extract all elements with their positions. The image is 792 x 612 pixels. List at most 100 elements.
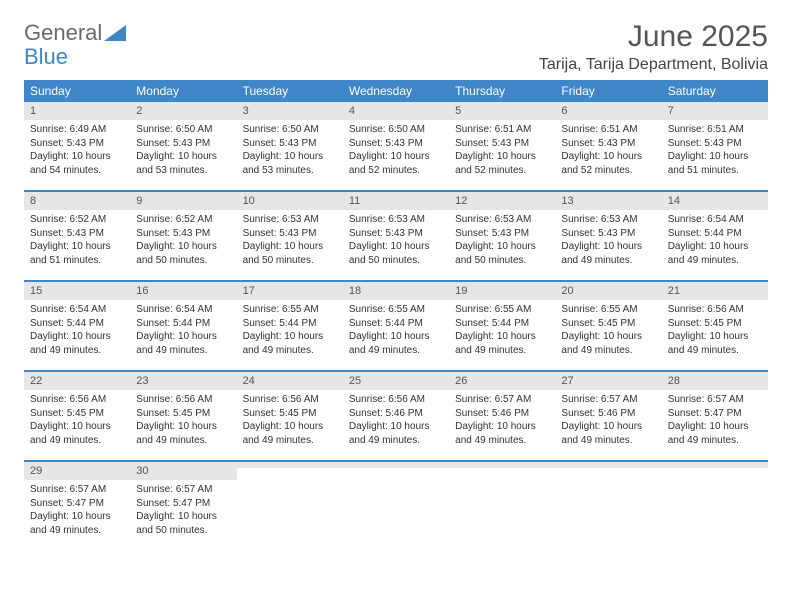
day-cell: 3Sunrise: 6:50 AMSunset: 5:43 PMDaylight… xyxy=(237,102,343,190)
sunset-text: Sunset: 5:45 PM xyxy=(668,317,762,331)
daylight-text: Daylight: 10 hours and 50 minutes. xyxy=(136,510,230,537)
sunrise-text: Sunrise: 6:53 AM xyxy=(243,213,337,227)
day-body xyxy=(343,468,449,528)
day-cell: 12Sunrise: 6:53 AMSunset: 5:43 PMDayligh… xyxy=(449,192,555,280)
sunset-text: Sunset: 5:43 PM xyxy=(455,137,549,151)
day-cell: 26Sunrise: 6:57 AMSunset: 5:46 PMDayligh… xyxy=(449,372,555,460)
daylight-text: Daylight: 10 hours and 51 minutes. xyxy=(30,240,124,267)
sunset-text: Sunset: 5:45 PM xyxy=(243,407,337,421)
sunrise-text: Sunrise: 6:53 AM xyxy=(561,213,655,227)
sunset-text: Sunset: 5:43 PM xyxy=(30,137,124,151)
week-row: 22Sunrise: 6:56 AMSunset: 5:45 PMDayligh… xyxy=(24,372,768,462)
day-number: 15 xyxy=(24,282,130,300)
sunset-text: Sunset: 5:44 PM xyxy=(668,227,762,241)
day-body: Sunrise: 6:57 AMSunset: 5:47 PMDaylight:… xyxy=(130,480,236,543)
day-body: Sunrise: 6:55 AMSunset: 5:44 PMDaylight:… xyxy=(237,300,343,363)
day-body xyxy=(555,468,661,528)
day-number: 18 xyxy=(343,282,449,300)
title-block: June 2025 Tarija, Tarija Department, Bol… xyxy=(539,20,768,74)
sunrise-text: Sunrise: 6:50 AM xyxy=(349,123,443,137)
sunset-text: Sunset: 5:44 PM xyxy=(30,317,124,331)
sunset-text: Sunset: 5:43 PM xyxy=(668,137,762,151)
sunset-text: Sunset: 5:45 PM xyxy=(30,407,124,421)
day-number: 13 xyxy=(555,192,661,210)
day-cell xyxy=(555,462,661,550)
sunset-text: Sunset: 5:43 PM xyxy=(243,137,337,151)
day-number: 17 xyxy=(237,282,343,300)
day-number: 4 xyxy=(343,102,449,120)
day-cell: 16Sunrise: 6:54 AMSunset: 5:44 PMDayligh… xyxy=(130,282,236,370)
day-body: Sunrise: 6:54 AMSunset: 5:44 PMDaylight:… xyxy=(662,210,768,273)
day-cell: 5Sunrise: 6:51 AMSunset: 5:43 PMDaylight… xyxy=(449,102,555,190)
day-number: 23 xyxy=(130,372,236,390)
day-number: 22 xyxy=(24,372,130,390)
day-cell: 19Sunrise: 6:55 AMSunset: 5:44 PMDayligh… xyxy=(449,282,555,370)
daylight-text: Daylight: 10 hours and 49 minutes. xyxy=(136,330,230,357)
day-cell: 20Sunrise: 6:55 AMSunset: 5:45 PMDayligh… xyxy=(555,282,661,370)
day-body: Sunrise: 6:50 AMSunset: 5:43 PMDaylight:… xyxy=(130,120,236,183)
day-cell: 15Sunrise: 6:54 AMSunset: 5:44 PMDayligh… xyxy=(24,282,130,370)
week-row: 15 Sunrise: 6:54 AM Sunset: 5:44 PM Dayligh… xyxy=(24,282,768,372)
day-cell: 13Sunrise: 6:53 AMSunset: 5:43 PMDayligh… xyxy=(555,192,661,280)
day-number: 20 xyxy=(555,282,661,300)
sunset-text: Sunset: 5:44 PM xyxy=(349,317,443,331)
sunrise-text: Sunrise: 6:55 AM xyxy=(349,303,443,317)
day-header: Wednesday xyxy=(343,80,449,102)
sunset-text: Sunset: 5:43 PM xyxy=(243,227,337,241)
day-header: Monday xyxy=(130,80,236,102)
sunrise-text: Sunrise: 6:56 AM xyxy=(243,393,337,407)
day-body: Sunrise: 6:51 AMSunset: 5:43 PMDaylight:… xyxy=(555,120,661,183)
daylight-text: Daylight: 10 hours and 49 minutes. xyxy=(668,330,762,357)
day-number: 2 xyxy=(130,102,236,120)
daylight-text: Daylight: 10 hours and 51 minutes. xyxy=(668,150,762,177)
sunrise-text: Sunrise: 6:56 AM xyxy=(30,393,124,407)
day-number: 30 xyxy=(130,462,236,480)
daylight-text: Daylight: 10 hours and 49 minutes. xyxy=(30,510,124,537)
day-cell xyxy=(449,462,555,550)
day-cell: 6Sunrise: 6:51 AMSunset: 5:43 PMDaylight… xyxy=(555,102,661,190)
day-number: 21 xyxy=(662,282,768,300)
sunrise-text: Sunrise: 6:57 AM xyxy=(30,483,124,497)
day-body: Sunrise: 6:56 AMSunset: 5:45 PMDaylight:… xyxy=(24,390,130,453)
sunrise-text: Sunrise: 6:54 AM xyxy=(136,303,230,317)
day-cell: 29Sunrise: 6:57 AMSunset: 5:47 PMDayligh… xyxy=(24,462,130,550)
sunrise-text: Sunrise: 6:56 AM xyxy=(136,393,230,407)
day-number: 7 xyxy=(662,102,768,120)
daylight-text: Daylight: 10 hours and 49 minutes. xyxy=(30,420,124,447)
day-number: 26 xyxy=(449,372,555,390)
day-cell: 9Sunrise: 6:52 AMSunset: 5:43 PMDaylight… xyxy=(130,192,236,280)
month-title: June 2025 xyxy=(539,20,768,54)
day-body: Sunrise: 6:53 AMSunset: 5:43 PMDaylight:… xyxy=(237,210,343,273)
day-body: Sunrise: 6:55 AMSunset: 5:44 PMDaylight:… xyxy=(343,300,449,363)
logo-text-b: Blue xyxy=(24,44,68,70)
daylight-text: Daylight: 10 hours and 49 minutes. xyxy=(243,420,337,447)
daylight-text: Daylight: 10 hours and 49 minutes. xyxy=(561,240,655,267)
day-number: 9 xyxy=(130,192,236,210)
sunset-text: Sunset: 5:43 PM xyxy=(561,227,655,241)
day-body: Sunrise: 6:53 AMSunset: 5:43 PMDaylight:… xyxy=(555,210,661,273)
day-body: Sunrise: 6:57 AMSunset: 5:47 PMDaylight:… xyxy=(24,480,130,543)
day-header: Sunday xyxy=(24,80,130,102)
day-body: Sunrise: 6:50 AMSunset: 5:43 PMDaylight:… xyxy=(237,120,343,183)
day-body: Sunrise: 6:56 AMSunset: 5:46 PMDaylight:… xyxy=(343,390,449,453)
sunset-text: Sunset: 5:46 PM xyxy=(561,407,655,421)
day-cell: 21Sunrise: 6:56 AMSunset: 5:45 PMDayligh… xyxy=(662,282,768,370)
day-body: Sunrise: 6:49 AMSunset: 5:43 PMDaylight:… xyxy=(24,120,130,183)
day-cell: 1Sunrise: 6:49 AMSunset: 5:43 PMDaylight… xyxy=(24,102,130,190)
day-cell: 25Sunrise: 6:56 AMSunset: 5:46 PMDayligh… xyxy=(343,372,449,460)
day-number: 16 xyxy=(130,282,236,300)
sunset-text: Sunset: 5:46 PM xyxy=(455,407,549,421)
logo-triangle-icon xyxy=(104,25,126,41)
daylight-text: Daylight: 10 hours and 52 minutes. xyxy=(455,150,549,177)
sunset-text: Sunset: 5:45 PM xyxy=(136,407,230,421)
day-number: 19 xyxy=(449,282,555,300)
day-body: Sunrise: 6:55 AMSunset: 5:44 PMDaylight:… xyxy=(449,300,555,363)
day-cell: 8Sunrise: 6:52 AMSunset: 5:43 PMDaylight… xyxy=(24,192,130,280)
sunset-text: Sunset: 5:43 PM xyxy=(561,137,655,151)
day-cell: 7Sunrise: 6:51 AMSunset: 5:43 PMDaylight… xyxy=(662,102,768,190)
day-body: Sunrise: 6:53 AMSunset: 5:43 PMDaylight:… xyxy=(343,210,449,273)
sunset-text: Sunset: 5:43 PM xyxy=(136,227,230,241)
day-cell: 17Sunrise: 6:55 AMSunset: 5:44 PMDayligh… xyxy=(237,282,343,370)
daylight-text: Daylight: 10 hours and 52 minutes. xyxy=(561,150,655,177)
sunrise-text: Sunrise: 6:50 AM xyxy=(136,123,230,137)
